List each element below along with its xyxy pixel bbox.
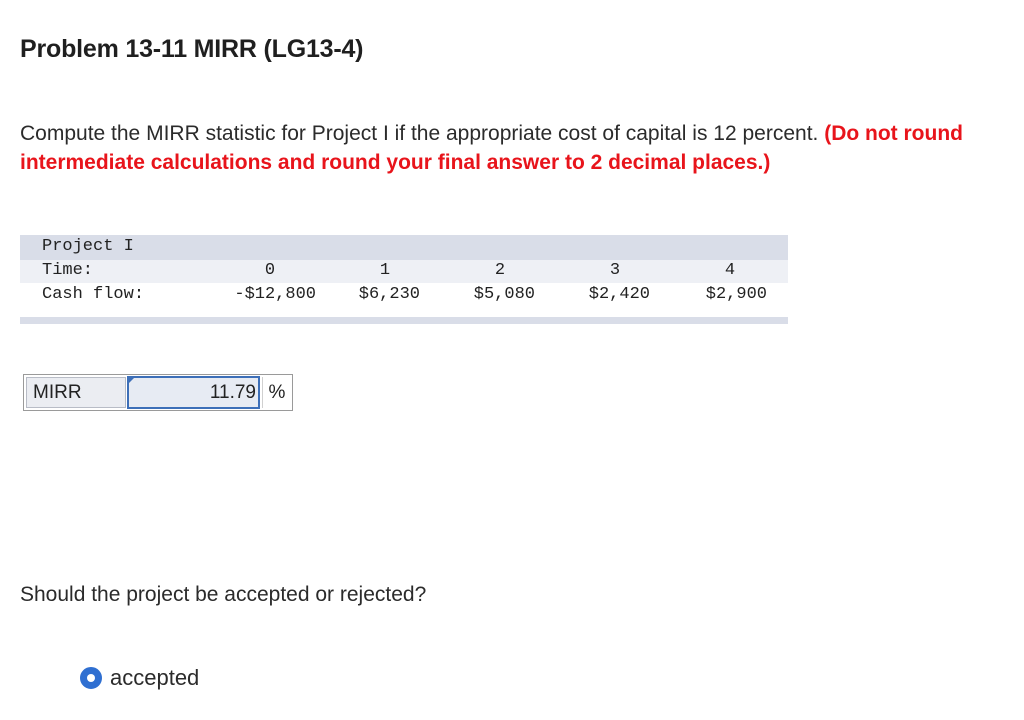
table-row-time bbox=[20, 260, 788, 283]
radio-selected-icon[interactable] bbox=[80, 667, 102, 689]
mirr-label: MIRR bbox=[26, 377, 126, 408]
rounding-instruction: (Do not round intermediate calculations … bbox=[20, 122, 963, 174]
problem-title: Problem 13-11 MIRR (LG13-4) bbox=[20, 35, 364, 63]
cash-flow-cell: $5,080 bbox=[473, 285, 535, 304]
time-cell: 2 bbox=[494, 261, 506, 280]
question-text: Compute the MIRR statistic for Project I… bbox=[20, 119, 980, 177]
table-header-band bbox=[20, 235, 788, 260]
cash-flow-cell: $6,230 bbox=[358, 285, 420, 304]
cash-flow-cell: $2,900 bbox=[705, 285, 767, 304]
time-cell: 0 bbox=[264, 261, 276, 280]
table-row-cash-flow bbox=[20, 283, 788, 307]
question-prompt: Compute the MIRR statistic for Project I… bbox=[20, 122, 819, 145]
time-cell: 1 bbox=[379, 261, 391, 280]
mirr-answer-row: MIRR % bbox=[23, 374, 293, 411]
cash-flow-label: Cash flow: bbox=[42, 285, 145, 304]
cash-flow-cell: $2,420 bbox=[588, 285, 650, 304]
table-footer-band bbox=[20, 317, 788, 324]
input-flag-icon bbox=[128, 377, 135, 384]
time-cell: 3 bbox=[609, 261, 621, 280]
accepted-option[interactable]: accepted bbox=[80, 664, 199, 692]
percent-unit: % bbox=[262, 377, 291, 408]
project-label: Project I bbox=[42, 237, 134, 256]
decision-question: Should the project be accepted or reject… bbox=[20, 583, 427, 606]
time-cell: 4 bbox=[724, 261, 736, 280]
time-label: Time: bbox=[42, 261, 94, 280]
cash-flow-table: Project I Time: 0 1 2 3 4 Cash flow: -$1… bbox=[20, 235, 788, 324]
cash-flow-cell: -$12,800 bbox=[234, 285, 316, 304]
mirr-input[interactable] bbox=[127, 376, 260, 409]
accepted-option-label: accepted bbox=[110, 665, 200, 690]
